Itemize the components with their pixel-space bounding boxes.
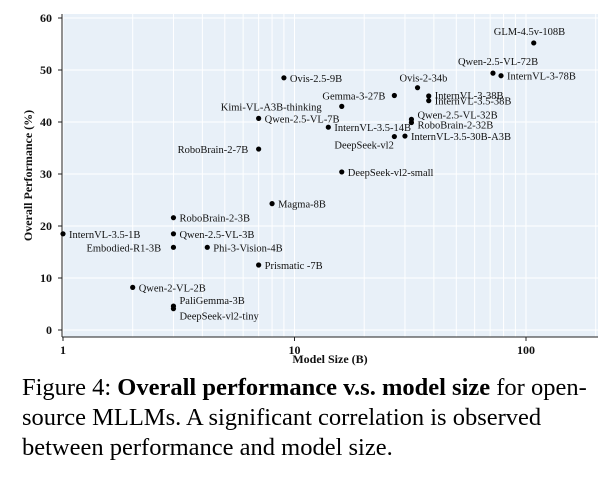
data-point	[325, 124, 331, 130]
y-tick-label: 40	[40, 115, 52, 129]
data-point-label: DeepSeek-vl2	[334, 141, 393, 152]
data-point	[60, 231, 66, 237]
data-point	[339, 103, 345, 109]
data-point-label: Qwen-2.5-VL-3B	[179, 230, 254, 241]
data-point	[490, 70, 496, 76]
data-point	[391, 92, 397, 99]
data-point-label: Qwen-2-VL-2B	[139, 283, 206, 294]
data-point-label: Kimi-VL-A3B-thinking	[221, 102, 323, 113]
data-point	[414, 85, 421, 91]
y-axis-title: Overall Performance (%)	[21, 110, 35, 241]
data-point	[426, 93, 432, 99]
data-point	[426, 98, 432, 104]
scatter-chart: 1 10 100 0 10 20 30 40 50 60 GLM-4.5v-108B Qwen-2.…	[21, 11, 598, 366]
data-point	[498, 73, 504, 79]
data-point-label: RoboBrain-2-32B	[417, 121, 493, 132]
data-point	[402, 133, 408, 139]
data-point	[408, 119, 415, 126]
axis-layer: 1 10 100 0 10 20 30 40 50 60	[40, 11, 598, 357]
data-point	[256, 115, 262, 121]
data-point-label: RoboBrain-2-7B	[178, 145, 249, 156]
data-point-label: Ovis-2.5-9B	[290, 74, 342, 85]
y-tick-label: 10	[40, 271, 52, 285]
data-point-label: Gemma-3-27B	[322, 91, 385, 102]
data-point-label: InternVL-3-78B	[507, 72, 576, 83]
data-point-label: InternVL-3.5-1B	[69, 230, 140, 241]
data-point-label: Phi-3-Vision-4B	[213, 243, 282, 254]
x-tick-label: 100	[517, 343, 535, 357]
y-tick-label: 20	[40, 219, 52, 233]
data-point-label: DeepSeek-vl2-tiny	[179, 312, 259, 323]
data-point-label: Ovis-2-34b	[400, 74, 448, 85]
data-point	[256, 146, 262, 152]
data-point-label: InternVL-3.5-30B-A3B	[411, 132, 511, 143]
data-point	[170, 215, 177, 221]
data-point-label: Embodied-R1-3B	[86, 243, 161, 254]
y-tick-label: 60	[40, 11, 52, 25]
data-point-label: PaliGemma-3B	[179, 296, 244, 307]
caption-text: for open-source MLLMs. A significant cor…	[22, 374, 587, 461]
caption-bold-title: Overall performance v.s. model size	[117, 374, 491, 401]
x-tick-label: 10	[289, 343, 301, 357]
data-point	[170, 306, 177, 312]
data-point	[170, 244, 177, 250]
data-point-label: GLM-4.5v-108B	[494, 27, 565, 38]
data-point	[256, 262, 262, 268]
data-point	[269, 201, 275, 207]
data-point	[339, 169, 345, 175]
x-axis-title: Model Size (B)	[292, 352, 367, 366]
data-point-label: InternVL-3-38B	[435, 91, 504, 102]
data-point	[281, 75, 287, 81]
y-tick-label: 50	[40, 63, 52, 77]
data-point	[531, 40, 537, 46]
point-labels-layer: GLM-4.5v-108B Qwen-2.5-VL-72B InternVL-3-7…	[69, 27, 576, 323]
plot-area	[62, 14, 598, 337]
grid-layer	[62, 14, 598, 337]
data-point-label: Qwen-2.5-VL-32B	[417, 110, 497, 121]
caption-prefix: Figure 4:	[22, 374, 118, 401]
data-point	[391, 133, 397, 140]
data-point-label: InternVL-3.5-38B	[435, 97, 512, 108]
figure-caption: Figure 4: Overall performance v.s. model…	[22, 373, 602, 463]
data-point-label: Qwen-2.5-VL-72B	[458, 57, 538, 68]
data-point	[204, 244, 210, 250]
data-point-label: InternVL-3.5-14B	[334, 123, 411, 134]
y-tick-label: 30	[40, 167, 52, 181]
data-point-label: Qwen-2.5-VL-7B	[265, 114, 340, 125]
y-tick-label: 0	[46, 323, 52, 337]
data-point-label: Prismatic -7B	[265, 261, 323, 272]
x-tick-label: 1	[60, 343, 66, 357]
data-point-label: Magma-8B	[278, 200, 326, 211]
data-point-label: RoboBrain-2-3B	[179, 214, 250, 225]
data-point-label: DeepSeek-vl2-small	[348, 168, 434, 179]
data-point	[130, 284, 136, 290]
points-layer	[60, 40, 537, 312]
data-point	[170, 231, 177, 237]
